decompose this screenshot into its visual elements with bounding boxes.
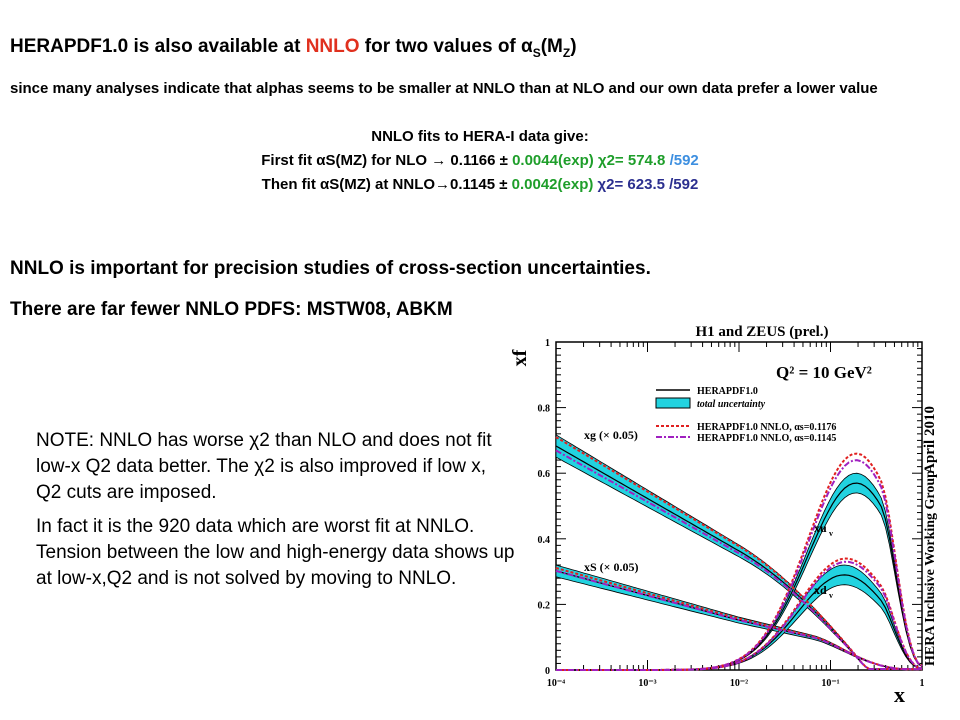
xd-nnlo-1145 xyxy=(556,560,923,671)
xg-nnlo-1145 xyxy=(555,449,922,670)
note-box: NOTE: NNLO has worse χ2 than NLO and doe… xyxy=(36,428,516,600)
side-date: April 2010 xyxy=(922,406,938,474)
fits-header: NNLO fits to HERA-I data give: xyxy=(371,128,589,145)
y-tick-label: 0.2 xyxy=(538,600,551,611)
x-axis-label: x xyxy=(894,682,905,707)
note-paragraph-2: In fact it is the 920 data which are wor… xyxy=(36,516,515,589)
y-tick-label: 0.6 xyxy=(538,469,551,480)
plot-header: H1 and ZEUS (prel.) xyxy=(695,324,828,340)
label-xg: xg (× 0.05) xyxy=(584,428,638,442)
title-text-3: (M xyxy=(540,36,563,57)
fit1-exp: 0.0044(exp) xyxy=(512,152,594,169)
legend-uncertainty: total uncertainty xyxy=(697,399,766,410)
title-nnlo: NNLO xyxy=(305,36,360,57)
plot-q2: Q² = 10 GeV² xyxy=(776,363,872,382)
slide-title: HERAPDF1.0 is also available at NNLO for… xyxy=(10,36,577,60)
y-axis-label: xf xyxy=(510,349,531,366)
plot-legend: HERAPDF1.0 total uncertainty HERAPDF1.0 … xyxy=(655,386,836,444)
statement-pdfs: There are far fewer NNLO PDFS: MSTW08, A… xyxy=(10,299,453,320)
y-tick-label: 1 xyxy=(545,338,550,349)
y-tick-label: 0 xyxy=(545,666,550,677)
legend-nnlo-1145: HERAPDF1.0 NNLO, αs=0.1145 xyxy=(697,433,836,444)
label-xu: xu xyxy=(814,521,827,535)
label-xu-sub: v xyxy=(829,529,833,538)
y-tick-label: 0.8 xyxy=(538,404,551,415)
statement-nnlo: NNLO is important for precision studies … xyxy=(10,258,651,279)
note-paragraph-1: NOTE: NNLO has worse χ2 than NLO and doe… xyxy=(36,430,492,503)
x-tick-label: 10⁻³ xyxy=(638,678,656,689)
plot-curves xyxy=(555,434,923,671)
side-group: HERA Inclusive Working Group xyxy=(923,470,938,666)
title-sub-z: Z xyxy=(562,45,571,60)
legend-nnlo-1176: HERAPDF1.0 NNLO, αs=0.1176 xyxy=(697,422,836,433)
xs-nnlo-1145 xyxy=(555,569,922,671)
plot-axes xyxy=(555,341,923,671)
fit1-ndf: /592 xyxy=(669,152,699,169)
legend-herapdf: HERAPDF1.0 xyxy=(697,386,758,397)
y-tick-label: 0.4 xyxy=(538,535,551,546)
x-tick-label: 10⁻² xyxy=(730,678,748,689)
fit2-chi2: χ2= 623.5 /592 xyxy=(593,176,699,193)
xd-nnlo-1176 xyxy=(556,557,923,671)
title-text-2: for two values of α xyxy=(359,36,533,57)
fit2-value: Then fit αS(MZ) at NNLO→0.1145 ± xyxy=(261,176,512,193)
intro-text: since many analyses indicate that alphas… xyxy=(10,80,878,97)
fit-line-1: First fit αS(MZ) for NLO → 0.1166 ± 0.00… xyxy=(0,150,960,172)
title-sub-s: S xyxy=(532,45,541,60)
label-xd: xd xyxy=(814,583,827,597)
title-text: HERAPDF1.0 is also available at xyxy=(10,36,306,57)
x-tick-label: 1 xyxy=(920,678,925,689)
label-xs: xS (× 0.05) xyxy=(584,560,639,574)
x-tick-label: 10⁻⁴ xyxy=(547,678,565,689)
fit1-value: First fit αS(MZ) for NLO → 0.1166 ± xyxy=(261,152,513,169)
fit1-chi2: χ2= 574.8 xyxy=(593,152,670,169)
tick-labels: 0 0.2 0.4 0.6 0.8 1 10⁻⁴ 10⁻³ 10⁻² 10⁻¹ 1 xyxy=(538,338,925,689)
label-xd-sub: v xyxy=(829,591,833,600)
x-tick-label: 10⁻¹ xyxy=(821,678,839,689)
title-text-4: ) xyxy=(570,36,577,57)
pdf-plot: H1 and ZEUS (prel.) Q² = 10 GeV² April 2… xyxy=(510,324,938,707)
fit-line-2: Then fit αS(MZ) at NNLO→0.1145 ± 0.0042(… xyxy=(0,174,960,196)
fit2-exp: 0.0042(exp) xyxy=(511,176,594,193)
xg-band xyxy=(555,434,922,670)
legend-band xyxy=(655,397,691,409)
